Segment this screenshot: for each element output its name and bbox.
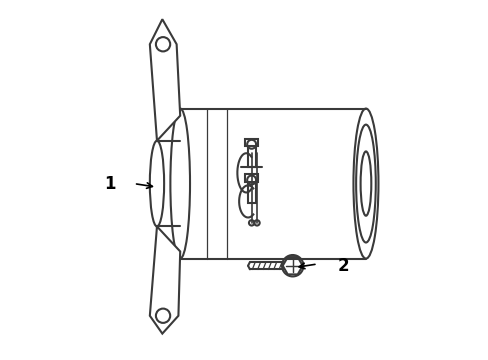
Text: 2: 2 bbox=[337, 257, 348, 275]
Polygon shape bbox=[282, 257, 302, 274]
FancyBboxPatch shape bbox=[247, 146, 255, 167]
Polygon shape bbox=[149, 226, 180, 334]
FancyBboxPatch shape bbox=[247, 182, 255, 203]
Text: 1: 1 bbox=[104, 175, 116, 193]
FancyBboxPatch shape bbox=[245, 174, 257, 182]
Polygon shape bbox=[149, 19, 180, 141]
FancyBboxPatch shape bbox=[245, 139, 257, 146]
